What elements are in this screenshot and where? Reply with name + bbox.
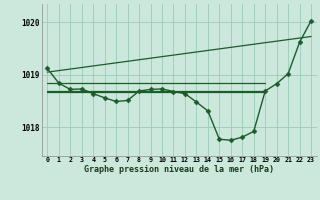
X-axis label: Graphe pression niveau de la mer (hPa): Graphe pression niveau de la mer (hPa)	[84, 165, 274, 174]
